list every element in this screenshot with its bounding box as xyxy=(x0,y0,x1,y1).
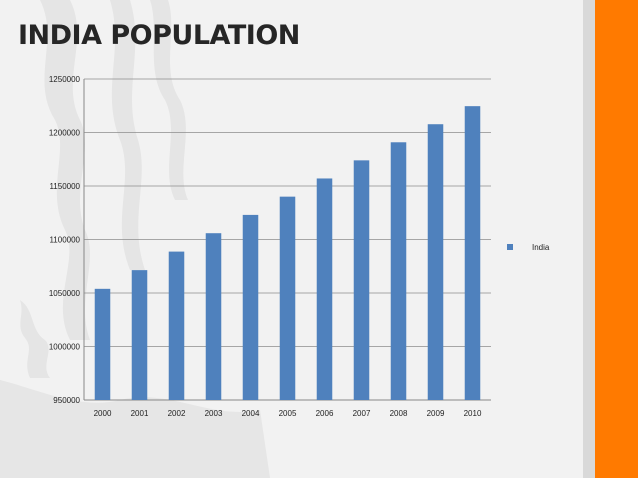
bar-2008 xyxy=(390,142,407,400)
y-tick-label: 1200000 xyxy=(49,129,81,138)
x-tick-label: 2000 xyxy=(94,409,112,418)
y-tick-label: 1150000 xyxy=(49,182,80,191)
x-tick-label: 2001 xyxy=(131,409,149,418)
bars xyxy=(94,106,481,400)
x-tick-label: 2003 xyxy=(205,409,223,418)
bar-2004 xyxy=(242,214,259,400)
x-tick-label: 2008 xyxy=(390,409,408,418)
x-tick-label: 2007 xyxy=(353,409,371,418)
y-tick-label: 1250000 xyxy=(49,75,81,84)
x-tick-label: 2009 xyxy=(427,409,445,418)
bar-2002 xyxy=(168,251,185,400)
sidebar-orange-strip xyxy=(595,0,638,478)
sidebar-gray-strip xyxy=(583,0,595,478)
slide-title: INDIA POPULATION xyxy=(18,20,300,51)
bar-2007 xyxy=(353,160,370,400)
bar-2010 xyxy=(464,106,481,400)
x-tick-label: 2005 xyxy=(279,409,297,418)
legend-label: India xyxy=(532,243,550,252)
x-axis-tick-labels: 2000 2001 2002 2003 2004 2005 2006 2007 2008 2009… xyxy=(94,409,482,418)
bar-2000 xyxy=(94,288,111,400)
y-tick-label: 1000000 xyxy=(49,343,81,352)
legend: India xyxy=(507,243,550,252)
y-axis-tick-labels: 950000 1000000 1050000 1100000 1150000 120000… xyxy=(49,75,81,405)
bar-2005 xyxy=(279,196,296,400)
y-tick-label: 1050000 xyxy=(49,289,81,298)
y-tick-label: 950000 xyxy=(53,396,80,405)
bar-2003 xyxy=(205,233,222,400)
x-tick-label: 2010 xyxy=(464,409,482,418)
x-tick-label: 2004 xyxy=(242,409,260,418)
x-tick-label: 2006 xyxy=(316,409,334,418)
y-tick-label: 1100000 xyxy=(49,236,80,245)
legend-swatch xyxy=(507,244,513,250)
bar-2001 xyxy=(131,270,148,400)
bar-2006 xyxy=(316,178,333,400)
bar-2009 xyxy=(427,124,444,400)
x-tick-label: 2002 xyxy=(168,409,186,418)
